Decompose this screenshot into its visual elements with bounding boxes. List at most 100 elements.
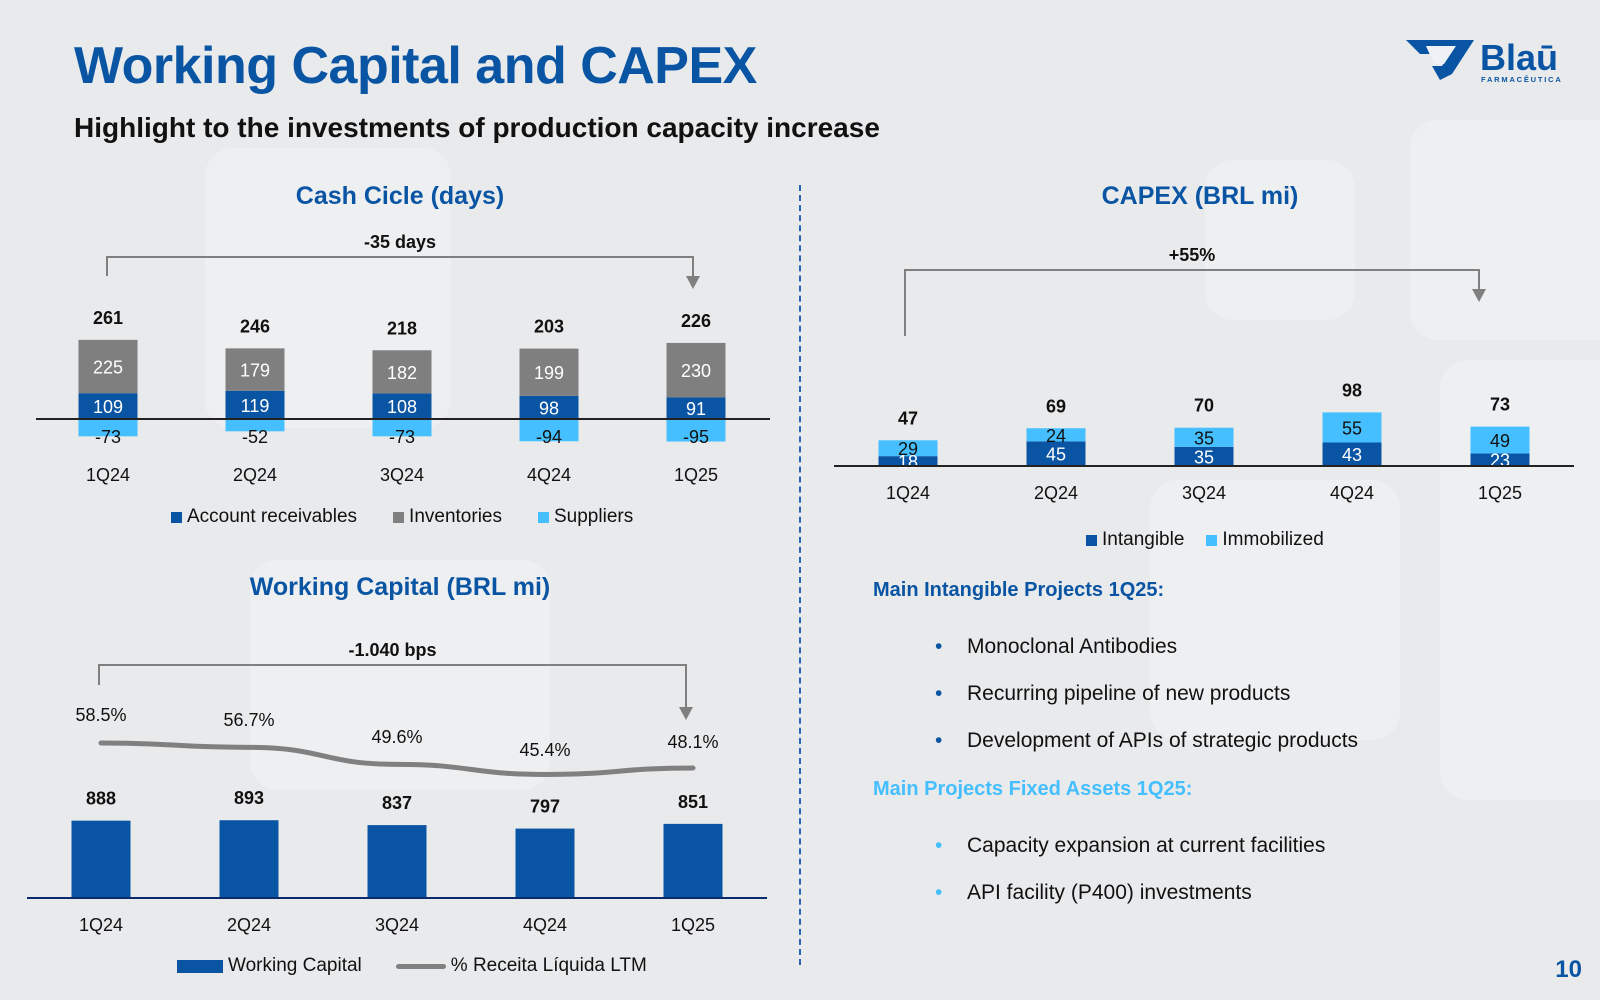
- data-label-ltm-percentage: 45.4%: [519, 740, 570, 760]
- x-tick-label: 1Q24: [886, 483, 930, 503]
- x-tick-label: 1Q25: [674, 465, 718, 485]
- legend-label: % Receita Líquida LTM: [450, 955, 647, 976]
- data-label-inventories: 199: [534, 363, 564, 383]
- data-label-immobilized: 55: [1342, 418, 1362, 438]
- legend-label: Inventories: [409, 506, 502, 527]
- data-label-suppliers: -73: [389, 427, 415, 447]
- data-label-ltm-percentage: 56.7%: [223, 710, 274, 730]
- ltm-percentage-line: [98, 740, 696, 777]
- legend-swatch-receivables: [171, 511, 182, 523]
- x-tick-label: 4Q24: [527, 465, 571, 485]
- x-tick-label: 3Q24: [375, 915, 419, 935]
- data-label-intangible: 45: [1046, 445, 1066, 465]
- data-label-suppliers: -52: [242, 427, 268, 447]
- background-tile: [1205, 160, 1355, 320]
- bar-receivables: [225, 390, 285, 419]
- bar-suppliers: [78, 419, 138, 437]
- x-tick-label: 3Q24: [1182, 483, 1226, 503]
- cash-cycle-bracket-label: -35 days: [364, 232, 436, 252]
- x-tick-label: 2Q24: [1034, 483, 1078, 503]
- bar-suppliers: [666, 419, 726, 442]
- data-label-immobilized: 29: [898, 439, 918, 459]
- list-item: API facility (P400) investments: [930, 880, 1325, 927]
- x-tick-label: 1Q25: [671, 915, 715, 935]
- legend-item-suppliers: Suppliers: [538, 506, 633, 528]
- fixed-assets-list: Capacity expansion at current facilities…: [930, 833, 1325, 927]
- data-label-total: 70: [1194, 396, 1214, 416]
- capex-bracket-arrow-icon: [1472, 289, 1486, 302]
- working-capital-title: Working Capital (BRL mi): [249, 573, 551, 601]
- page-number: 10: [1555, 956, 1582, 983]
- capex-legend: Intangible Immobilized: [1086, 529, 1324, 551]
- bar-intangible: [1174, 446, 1234, 466]
- bar-working-capital: [71, 820, 131, 898]
- legend-swatch-working-capital: [177, 959, 223, 973]
- data-label-total: 218: [387, 318, 417, 338]
- bar-inventories: [519, 348, 579, 396]
- data-label-receivables: 91: [686, 399, 706, 419]
- cash-cycle-bracket-arrow-icon: [686, 276, 700, 289]
- x-tick-label: 3Q24: [380, 465, 424, 485]
- bar-inventories: [666, 342, 726, 398]
- legend-item-working-capital: Working Capital: [177, 955, 362, 977]
- data-label-total: 226: [681, 311, 711, 331]
- x-tick-label: 2Q24: [227, 915, 271, 935]
- bar-receivables: [666, 397, 726, 419]
- bar-immobilized: [1026, 428, 1086, 442]
- list-item: Recurring pipeline of new products: [930, 681, 1358, 728]
- bar-receivables: [519, 395, 579, 419]
- capex-bracket-label: +55%: [1169, 245, 1216, 265]
- data-label-working-capital: 837: [382, 793, 412, 813]
- legend-label: Suppliers: [554, 506, 634, 527]
- logo-tagline: FARMACÊUTICA: [1481, 75, 1563, 84]
- data-label-receivables: 109: [93, 397, 123, 417]
- bar-intangible: [878, 456, 938, 466]
- bar-immobilized: [1470, 426, 1530, 454]
- legend-item-intangible: Intangible: [1086, 529, 1184, 551]
- data-label-ltm-percentage: 58.5%: [75, 705, 126, 725]
- legend-swatch-ltm: [395, 963, 446, 969]
- working-capital-legend: Working Capital % Receita Líquida LTM: [177, 955, 647, 977]
- data-label-ltm-percentage: 49.6%: [371, 727, 422, 747]
- bar-suppliers: [372, 419, 432, 437]
- bar-immobilized: [1174, 427, 1234, 447]
- data-label-total: 47: [898, 408, 918, 428]
- data-label-inventories: 225: [93, 358, 123, 378]
- bar-inventories: [372, 350, 432, 394]
- data-label-total: 73: [1490, 395, 1510, 415]
- legend-swatch-immobilized: [1206, 534, 1218, 546]
- cash-cycle-chart: 109 225 -73 261 1Q24 119 179 -52 246 2Q24 108 182 -7…: [36, 232, 770, 485]
- data-label-receivables: 119: [241, 396, 270, 416]
- list-item: Monoclonal Antibodies: [930, 634, 1358, 681]
- data-label-intangible: 23: [1490, 451, 1510, 471]
- data-label-suppliers: -73: [95, 427, 121, 447]
- intangible-projects-list: Monoclonal Antibodies Recurring pipeline…: [930, 634, 1358, 775]
- legend-swatch-suppliers: [538, 511, 549, 523]
- data-label-total: 69: [1046, 396, 1066, 416]
- bar-working-capital: [515, 828, 575, 898]
- legend-item-ltm: % Receita Líquida LTM: [395, 955, 647, 977]
- legend-swatch-intangible: [1086, 534, 1097, 546]
- bar-immobilized: [1322, 412, 1382, 443]
- data-label-immobilized: 24: [1046, 426, 1066, 446]
- bar-intangible: [1470, 453, 1530, 466]
- background-tile: [1410, 120, 1600, 340]
- data-label-intangible: 35: [1194, 447, 1214, 467]
- data-label-working-capital: 893: [234, 788, 264, 808]
- data-label-intangible: 18: [898, 452, 918, 472]
- logo-mark-icon: [1406, 40, 1474, 80]
- x-tick-label: 4Q24: [523, 915, 567, 935]
- data-label-suppliers: -94: [536, 427, 562, 447]
- working-capital-bracket-label: -1.040 bps: [348, 640, 436, 660]
- bar-inventories: [225, 348, 285, 391]
- page-subtitle: Highlight to the investments of producti…: [74, 112, 880, 143]
- cash-cycle-title: Cash Cicle (days): [295, 182, 505, 210]
- data-label-total: 98: [1342, 380, 1362, 400]
- data-label-immobilized: 49: [1490, 431, 1510, 451]
- data-label-total: 246: [240, 316, 270, 336]
- working-capital-bracket-arrow-icon: [679, 707, 693, 720]
- x-tick-label: 1Q24: [86, 465, 130, 485]
- bar-receivables: [78, 393, 138, 419]
- list-item: Development of APIs of strategic product…: [930, 728, 1358, 775]
